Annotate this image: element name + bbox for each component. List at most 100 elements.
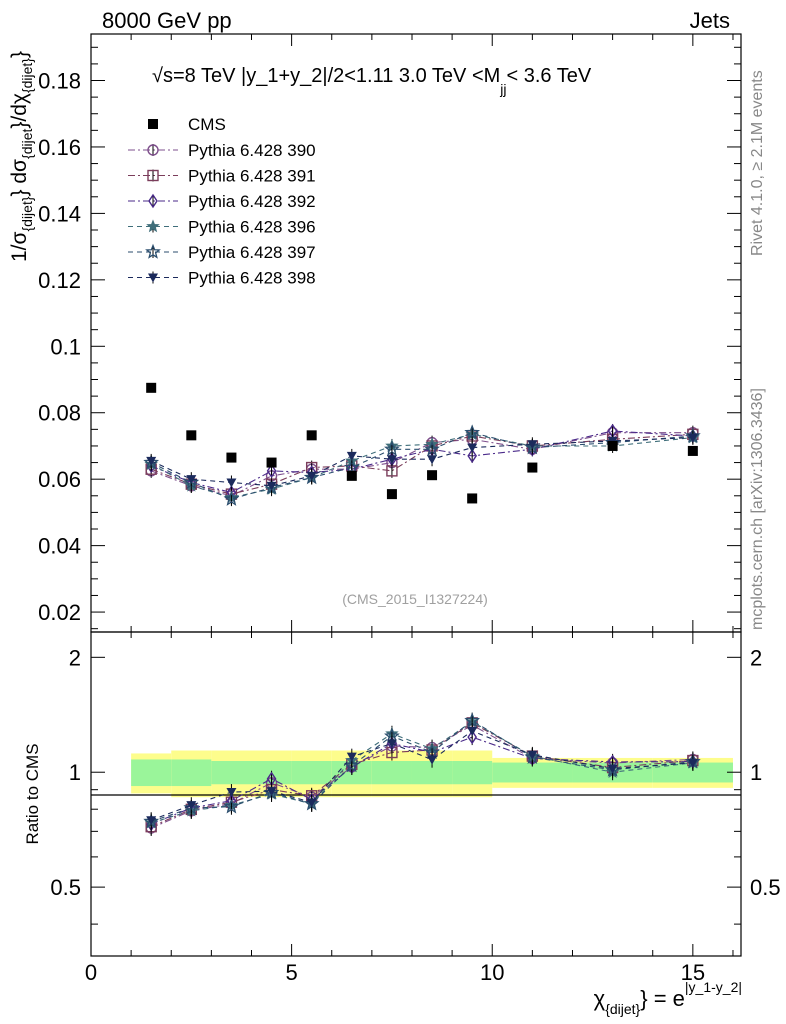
ratio-band-inner <box>492 762 573 783</box>
series-397-line <box>150 432 693 500</box>
series-398-ratio-point <box>306 798 317 808</box>
y-tick-label: 0.04 <box>38 534 81 559</box>
y-tick-label: 0.06 <box>38 467 81 492</box>
main-series-layer <box>143 423 701 507</box>
side-label-mcplots: mcplots.cern.ch [arXiv:1306.3436] <box>749 388 766 630</box>
series-397-point <box>464 424 481 440</box>
cms-data-point <box>346 470 357 481</box>
title-main: s=8 TeV |y_1+y_2|/2<1.11 3.0 TeV <M <box>163 65 500 87</box>
ratio-band-inner <box>452 761 493 785</box>
series-398-point <box>687 433 698 443</box>
x-axis-label: χ{dijet}} = e|y_1-y_2| <box>594 979 742 1017</box>
series-398-line <box>150 437 693 487</box>
series-398-point <box>146 456 157 466</box>
series-398-point <box>467 443 478 453</box>
series-398-point <box>266 481 277 491</box>
cms-data-point <box>226 452 237 463</box>
y-tick-label: 0.08 <box>38 401 81 426</box>
series-398-ratio-point <box>346 752 357 762</box>
ratio-band-inner <box>652 762 733 783</box>
legend-series-397-marker <box>145 243 161 259</box>
ratio-band-inner <box>131 759 172 787</box>
series-398-point <box>186 475 197 485</box>
x-tick-label: 15 <box>681 960 705 985</box>
series-396-line <box>150 433 693 498</box>
legend-series-392-marker <box>148 193 158 209</box>
legend-series-398-marker <box>148 273 158 283</box>
series-391-line <box>151 433 693 495</box>
series-398-point <box>427 455 438 465</box>
series-397-point <box>343 459 360 475</box>
axis-ticks: 0 5 10 15 0.02 0.04 0.06 0.08 0.1 0.12 0.14 0.16 0.1… <box>38 34 781 985</box>
series-398-ratio-point <box>186 801 197 811</box>
series-397-ratio-point <box>343 757 360 773</box>
series-397-ratio-point <box>223 798 240 814</box>
y-tick-label: 0.12 <box>38 268 81 293</box>
y-tick-label: 0.16 <box>38 135 81 160</box>
legend-series-396-marker <box>146 219 160 233</box>
series-397-point <box>384 440 400 456</box>
legend-series-398-label: Pythia 6.428 398 <box>188 269 316 288</box>
title-suffix: < 3.6 TeV <box>507 65 592 87</box>
series-392-ratio-point <box>467 729 478 745</box>
legend-series-390-marker <box>147 144 159 156</box>
x-tick-label: 10 <box>480 960 504 985</box>
cms-data-point <box>687 445 698 456</box>
ratio-band-inner <box>371 761 412 785</box>
header-left: 8000 GeV pp <box>102 8 232 33</box>
series-397-point <box>223 490 240 506</box>
ratio-tick-label: 1 <box>69 760 81 785</box>
series-398-point <box>386 455 397 465</box>
cms-data-point <box>146 382 157 393</box>
series-392-point <box>467 448 478 464</box>
cms-data-layer <box>146 382 698 504</box>
title-sub: jj <box>499 81 506 97</box>
series-398-ratio-point <box>146 816 157 826</box>
legend-label-cms: CMS <box>188 115 226 134</box>
analysis-id: (CMS_2015_I1327224) <box>342 591 488 607</box>
series-398-ratio-point <box>607 764 618 774</box>
y-tick-label: 0.18 <box>38 69 81 94</box>
legend-marker-cms <box>148 119 158 129</box>
cms-data-point <box>306 430 317 441</box>
chart-title: √s=8 TeV |y_1+y_2|/2<1.11 3.0 TeV <Mjj< … <box>152 65 592 97</box>
series-392-point <box>266 463 277 479</box>
y-axis-label: 1/σ{dijet}} dσ{dijet}/dχ{dijet}} <box>8 51 35 262</box>
series-398-ratio-point <box>467 727 478 737</box>
legend-series-396-label: Pythia 6.428 396 <box>188 218 316 237</box>
cms-data-point <box>607 440 618 451</box>
series-398-ratio-point <box>386 739 397 749</box>
y-tick-label: 0.14 <box>38 201 81 226</box>
legend-series-392-label: Pythia 6.428 392 <box>188 192 316 211</box>
series-397-point <box>424 440 440 456</box>
series-392-ratio-line <box>150 736 693 825</box>
side-label-rivet: Rivet 4.1.0, ≥ 2.1M events <box>749 70 766 256</box>
series-396-ratio-line <box>151 721 693 824</box>
series-398-ratio-point <box>226 788 237 798</box>
ratio-tick-label-right: 1 <box>750 760 762 785</box>
cms-data-point <box>266 457 277 468</box>
series-398-point <box>306 471 317 481</box>
y-tick-label: 0.1 <box>50 334 81 359</box>
legend-series-391-label: Pythia 6.428 391 <box>188 167 316 186</box>
title-sqrt: √ <box>152 65 163 87</box>
series-397-ratio-line <box>151 719 693 823</box>
series-398-ratio-point <box>427 755 438 765</box>
cms-data-point <box>386 489 397 500</box>
ratio-tick-label: 2 <box>69 645 81 670</box>
x-tick-label: 0 <box>85 960 97 985</box>
ratio-band-inner <box>171 759 212 787</box>
series-398-point <box>527 440 538 450</box>
ratio-series-layer <box>143 712 701 836</box>
header-right: Jets <box>690 8 730 33</box>
ratio-band-inner <box>211 761 252 785</box>
ratio-y-axis-label: Ratio to CMS <box>23 743 42 844</box>
series-398-ratio-point <box>687 758 698 768</box>
series-398-point <box>226 478 237 488</box>
legend-series-391-marker <box>147 169 159 182</box>
series-398-ratio-point <box>527 750 538 760</box>
ratio-band-inner <box>291 761 332 785</box>
legend-series-390-label: Pythia 6.428 390 <box>188 141 316 160</box>
legend: CMS Pythia 6.428 390 Pythia 6.428 391 Pythi… <box>128 115 316 288</box>
